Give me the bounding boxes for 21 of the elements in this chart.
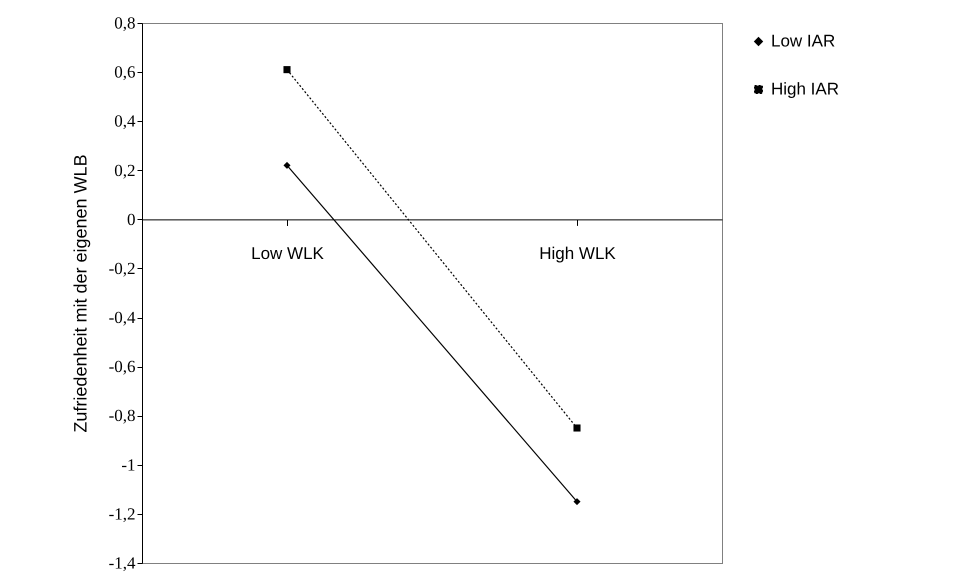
point xyxy=(283,66,291,74)
y-tick-label: -1 xyxy=(121,455,136,474)
x-tick-label: Low WLK xyxy=(251,244,325,263)
y-tick-label: 0,2 xyxy=(114,160,136,180)
y-tick-label: 0,6 xyxy=(114,62,136,82)
y-axis-title: Zufriedenheit mit der eigenen WLB xyxy=(70,154,91,433)
legend-label: High IAR xyxy=(771,80,840,98)
point xyxy=(283,162,291,169)
y-tick-label: -1,4 xyxy=(108,554,136,572)
y-tick-label: 0,4 xyxy=(114,112,136,131)
legend-label: Low IAR xyxy=(771,32,836,50)
point xyxy=(573,498,581,506)
point xyxy=(573,424,581,432)
y-tick-label: 0 xyxy=(127,210,136,229)
x-tick-label: High WLK xyxy=(539,244,616,263)
y-tick-label: -0,6 xyxy=(108,357,136,376)
y-tick-label: 0,8 xyxy=(114,14,136,32)
y-tick-label: -0,2 xyxy=(108,258,136,278)
y-tick-label: -1,2 xyxy=(108,504,136,524)
y-tick-label: -0,4 xyxy=(108,308,136,328)
y-tick-label: -0,8 xyxy=(108,406,136,426)
